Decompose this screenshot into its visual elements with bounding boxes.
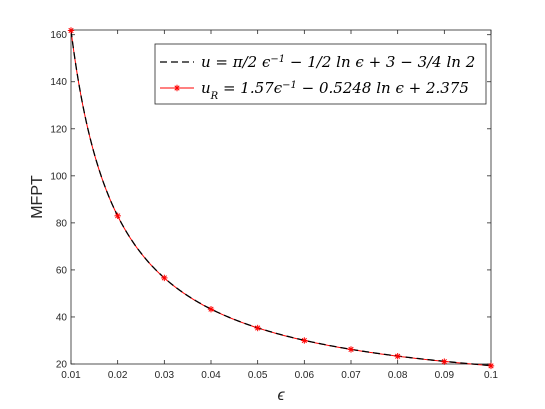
y-tick-label: 160 — [50, 30, 67, 41]
legend-entry-exact: u = π/2 ϵ−1 − 1/2 ln ϵ + 3 − 3/4 ln 2 — [201, 53, 475, 71]
x-tick-label: 0.07 — [341, 370, 361, 381]
legend-box — [154, 43, 487, 105]
y-tick-label: 20 — [56, 360, 68, 371]
y-tick-label: 140 — [50, 77, 67, 88]
x-tick-label: 0.03 — [155, 370, 175, 381]
x-tick-label: 0.09 — [435, 370, 455, 381]
x-tick-label: 0.04 — [201, 370, 221, 381]
series-regression-point — [114, 212, 121, 220]
axis-ticks — [70, 30, 492, 365]
series-regression-point — [161, 274, 168, 282]
x-tick-label: 0.05 — [248, 370, 268, 381]
series-regression-point — [301, 337, 308, 344]
x-tick-label: 0.08 — [388, 370, 408, 381]
legend-entry-regression: uR = 1.57ϵ−1 − 0.5248 ln ϵ + 2.375 — [201, 79, 469, 102]
x-tick-label: 0.01 — [61, 370, 81, 381]
series-layer — [67, 27, 495, 370]
x-tick-labels: 0.01 0.02 0.03 0.04 0.05 0.06 0.07 0.08 0.09 0.1 — [61, 370, 498, 381]
x-tick-label: 0.06 — [295, 370, 315, 381]
series-exact-line — [70, 30, 492, 367]
series-regression-point — [347, 346, 355, 353]
series-regression-point — [441, 358, 448, 365]
y-tick-label: 100 — [50, 171, 67, 182]
y-axis-label: MFPT — [29, 175, 46, 219]
legend: u = π/2 ϵ−1 − 1/2 ln ϵ + 3 − 3/4 ln 2 uR… — [154, 43, 487, 105]
x-axis-label: ϵ — [277, 387, 285, 404]
y-tick-label: 60 — [56, 265, 68, 276]
x-tick-label: 0.02 — [108, 370, 128, 381]
y-tick-label: 40 — [56, 312, 68, 323]
series-regression-point — [394, 353, 401, 360]
series-regression-point — [67, 27, 75, 34]
y-tick-label: 80 — [56, 218, 68, 229]
x-tick-label: 0.1 — [484, 370, 498, 381]
legend-star-icon — [173, 84, 181, 92]
series-regression-point — [254, 324, 261, 332]
legend-star-marker — [173, 84, 181, 92]
series-regression-point — [207, 305, 215, 313]
y-tick-label: 120 — [50, 124, 67, 135]
y-tick-labels: 20 40 60 80 100 120 140 160 — [50, 30, 67, 370]
series-regression-point — [487, 362, 495, 370]
